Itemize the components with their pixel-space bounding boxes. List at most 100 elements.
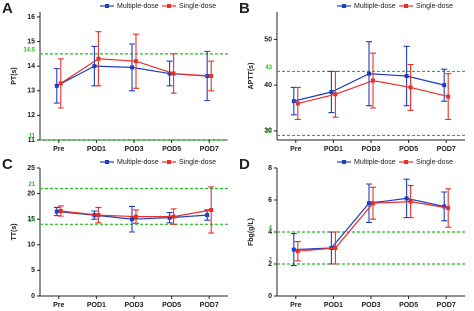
marker [130,217,134,222]
marker [295,249,300,254]
y-axis-label: APTT(s) [248,63,255,90]
legend-label: Single-dose [416,3,453,10]
marker [442,83,447,88]
marker [442,204,447,209]
marker [167,215,172,220]
y-tick-label: 30 [264,128,272,135]
marker [130,65,134,70]
marker [96,56,101,61]
y-tick-label: 10 [27,242,35,249]
legend-label: Multiple-dose [117,159,159,166]
marker [333,92,338,97]
panel-label: B [239,0,250,17]
legend-marker [342,160,346,164]
reference-label: 2 [269,258,273,264]
y-axis-label: TT(s) [11,223,18,240]
marker [171,214,176,219]
marker [367,201,371,206]
reference-label: 21 [28,182,35,188]
legend-label: Single-dose [179,3,216,10]
x-tick-label: POD3 [361,302,380,309]
marker [367,71,371,76]
marker [134,59,138,64]
y-tick-label: 4 [268,229,272,236]
marker [58,81,63,86]
legend-marker [167,160,171,164]
reference-label: 11 [29,134,36,140]
y-tick-label: 11 [28,137,36,144]
marker [58,209,63,214]
reference-label: 4 [269,226,273,232]
marker [333,246,338,250]
marker [167,71,172,76]
marker [329,90,334,94]
reference-label: 29 [265,129,272,135]
reference-label: 14 [28,218,35,224]
marker [209,207,214,212]
reference-label: 14.5 [23,47,35,53]
y-tick-label: 6 [268,197,272,204]
panel-label: C [2,156,13,173]
marker [295,101,300,106]
x-tick-label: POD3 [361,146,380,153]
x-tick-label: POD7 [437,146,456,153]
x-tick-label: POD5 [399,146,418,153]
marker [205,213,210,218]
legend-label: Single-dose [179,159,216,166]
y-tick-label: 13 [27,88,35,95]
legend-label: Multiple-dose [354,3,396,10]
legend-marker [167,4,171,8]
x-tick-label: POD1 [324,302,343,309]
x-tick-label: POD5 [399,302,418,309]
y-tick-label: 25 [27,165,35,172]
y-tick-label: 0 [31,293,35,300]
x-tick-label: POD1 [87,146,106,153]
y-tick-label: 12 [27,112,35,119]
marker [54,83,59,88]
x-tick-label: POD5 [162,146,181,153]
marker [92,64,97,69]
y-tick-label: 50 [264,36,272,43]
x-tick-label: POD1 [324,146,343,153]
panel-label: D [239,156,250,173]
marker [96,213,101,218]
y-tick-label: 14 [27,63,35,70]
legend-marker [105,160,109,164]
marker [446,206,451,210]
legend-marker [404,160,408,164]
marker [371,78,375,83]
marker [446,94,451,99]
y-tick-label: 8 [268,165,272,172]
legend-marker [342,4,346,8]
legend-marker [404,4,408,8]
marker [404,196,409,201]
y-tick-label: 20 [27,190,35,197]
marker [408,199,413,204]
y-tick-label: 2 [268,261,272,268]
legend-label: Multiple-dose [354,159,396,166]
marker [408,85,413,90]
y-axis-label: PT(s) [11,67,18,85]
marker [171,71,176,76]
marker [209,74,214,78]
y-tick-label: 15 [27,38,35,45]
marker [134,214,138,219]
y-tick-label: 40 [264,82,272,89]
y-tick-label: 0 [268,293,272,300]
x-tick-label: Pre [290,146,301,153]
marker [291,247,296,252]
marker [404,74,409,78]
marker [291,99,296,104]
x-tick-label: POD3 [124,302,143,309]
legend-marker [105,4,109,8]
x-tick-label: POD5 [162,302,181,309]
y-tick-label: 5 [31,267,35,274]
y-axis-label: Fbg(g/L) [248,218,255,246]
marker [54,209,59,214]
legend-label: Multiple-dose [117,3,159,10]
x-tick-label: POD7 [200,302,219,309]
x-tick-label: POD1 [87,302,106,309]
x-tick-label: POD7 [200,146,219,153]
legend-label: Single-dose [416,159,453,166]
